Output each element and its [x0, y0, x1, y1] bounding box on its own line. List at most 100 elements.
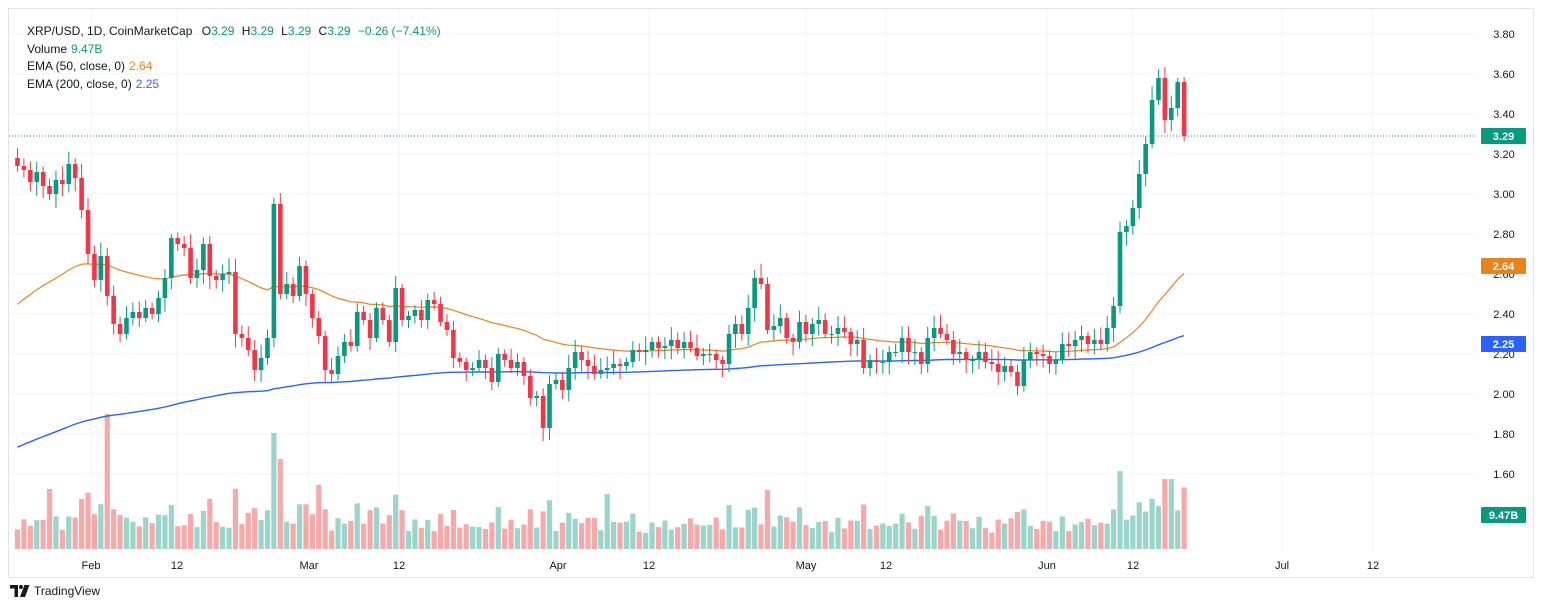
volume-bar — [764, 489, 771, 549]
candle-body — [957, 352, 963, 354]
volume-label: Volume — [27, 41, 68, 56]
volume-bar — [931, 515, 937, 549]
volume-bar — [1034, 528, 1040, 549]
candle-body — [963, 352, 969, 360]
candle-body — [252, 350, 257, 370]
volume-bar — [111, 509, 117, 549]
candle-body — [194, 270, 200, 278]
candle-body — [322, 336, 328, 370]
x-tick-label: 12 — [643, 560, 655, 572]
x-tick-label: May — [796, 560, 817, 572]
volume-bar — [328, 530, 335, 549]
candle-body — [1040, 354, 1046, 356]
volume-bar — [296, 504, 303, 549]
volume-bar — [1136, 502, 1142, 549]
volume-bar — [700, 525, 706, 549]
volume-bar — [739, 527, 745, 549]
volume-bar — [1027, 525, 1033, 549]
candle-body — [560, 380, 565, 390]
volume-bar — [777, 515, 783, 549]
candle-body — [1053, 360, 1059, 364]
legend-ema200-row[interactable]: EMA (200, close, 0) 2.25 — [27, 76, 441, 94]
y-tick-label: 1.60 — [1493, 469, 1514, 481]
volume-bar — [995, 519, 1001, 549]
volume-bar — [258, 520, 264, 549]
candle-body — [335, 356, 341, 374]
candle-body — [201, 244, 206, 270]
candle-body — [777, 318, 783, 326]
candle-body — [419, 310, 424, 320]
candle-body — [1060, 344, 1065, 360]
volume-bar — [790, 521, 796, 549]
candle-body — [688, 342, 693, 348]
volume-bar — [239, 524, 245, 549]
legend-ohlc-row: XRP/USD, 1D, CoinMarketCap O3.29 H3.29 L… — [27, 23, 441, 41]
footer[interactable]: TradingView — [10, 584, 100, 598]
symbol-title[interactable]: XRP/USD, 1D, CoinMarketCap — [27, 24, 193, 38]
candle-body — [271, 204, 277, 338]
low-value: 3.29 — [287, 24, 312, 38]
ema200-badge: 2.25 — [1493, 339, 1514, 351]
y-tick-label: 3.00 — [1493, 189, 1514, 201]
volume-bar — [393, 494, 399, 549]
candle-body — [752, 278, 757, 308]
candle-body — [406, 316, 411, 320]
candle-body — [451, 330, 456, 358]
candle-body — [1047, 356, 1052, 364]
candle-body — [207, 244, 213, 276]
candle-body — [316, 318, 322, 336]
volume-bar — [322, 509, 328, 549]
volume-bar — [720, 529, 726, 549]
candle-body — [771, 326, 777, 330]
candle-body — [489, 368, 495, 382]
candle-body — [470, 368, 475, 370]
chart-legend: XRP/USD, 1D, CoinMarketCap O3.29 H3.29 L… — [27, 23, 441, 93]
candle-body — [40, 172, 46, 186]
tradingview-brand[interactable]: TradingView — [34, 584, 101, 598]
volume-bar — [796, 507, 803, 549]
candle-body — [149, 308, 155, 314]
candle-body — [1169, 108, 1174, 120]
volume-bar — [1117, 471, 1123, 549]
candle-body — [245, 338, 251, 350]
volume-bar — [412, 519, 418, 549]
candle-body — [15, 158, 20, 166]
candle-body — [906, 338, 911, 352]
candle-body — [1021, 360, 1027, 386]
candle-body — [944, 334, 950, 340]
candle-body — [636, 350, 642, 352]
candle-body — [393, 288, 398, 342]
volume-bar — [1168, 479, 1174, 549]
volume-bar — [450, 509, 456, 549]
candle-body — [85, 210, 91, 254]
candle-body — [694, 348, 700, 356]
volume-bar — [470, 526, 476, 549]
y-tick-label: 2.40 — [1493, 309, 1514, 321]
y-tick-label: 3.40 — [1493, 109, 1514, 121]
volume-bar — [982, 527, 989, 549]
tradingview-logo-icon — [10, 585, 30, 597]
volume-bar — [457, 527, 463, 549]
candle-body — [899, 338, 905, 352]
volume-bar — [194, 527, 200, 549]
chart-frame[interactable]: 1.60 1.80 2.00 2.20 2.40 2.60 2.80 3.00 3.20 3.40… — [8, 8, 1534, 578]
candle-body — [258, 358, 264, 370]
legend-ema50-row[interactable]: EMA (50, close, 0) 2.64 — [27, 58, 441, 76]
candle-body — [784, 318, 789, 338]
x-tick-label: Apr — [549, 560, 566, 572]
candle-body — [28, 170, 33, 182]
candle-body — [111, 296, 116, 324]
volume-bar — [649, 522, 655, 549]
legend-volume-row[interactable]: Volume 9.47B — [27, 41, 441, 59]
candle-body — [444, 322, 450, 330]
volume-bar — [572, 518, 578, 549]
candlestick-chart[interactable]: 1.601.802.002.202.402.602.803.003.203.40… — [9, 9, 1535, 579]
volume-bar — [476, 526, 482, 549]
candle-body — [502, 354, 507, 360]
candle-body — [117, 324, 123, 334]
x-tick-label: Feb — [82, 560, 101, 572]
volume-bar — [514, 528, 521, 549]
candle-body — [1027, 352, 1033, 360]
candle-body — [547, 384, 552, 428]
volume-bar — [854, 520, 860, 549]
